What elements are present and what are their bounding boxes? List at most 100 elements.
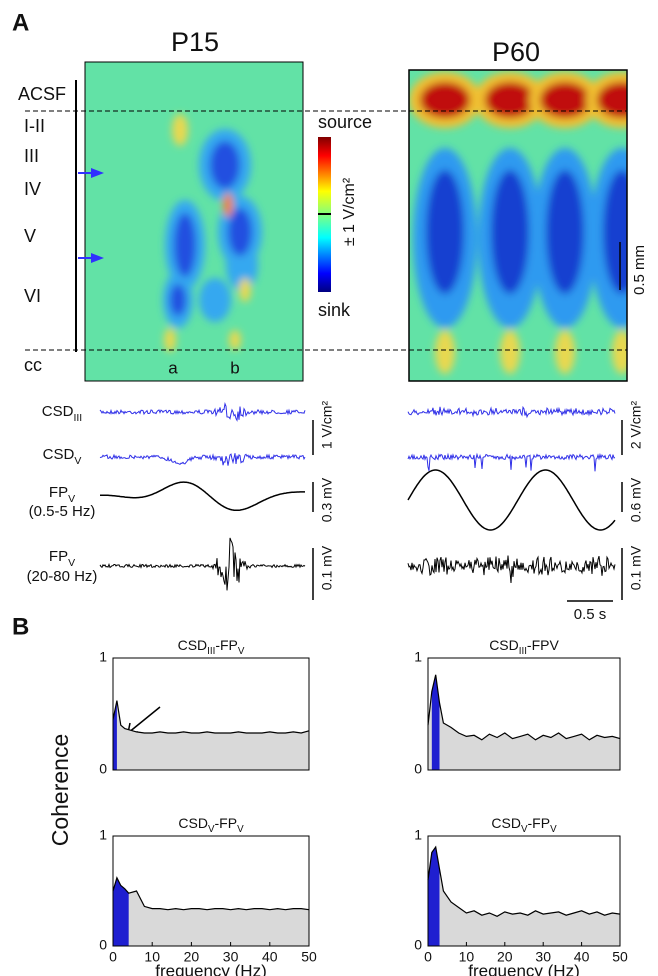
- trace: [100, 481, 305, 512]
- event-label: b: [230, 358, 239, 377]
- heatmap-blob: [597, 82, 627, 118]
- x-tick-label: 20: [184, 949, 200, 965]
- heatmap-blob: [170, 284, 186, 316]
- chart-title: CSDV-FPV: [491, 815, 557, 835]
- significant-band: [113, 700, 117, 770]
- heatmap-blob: [435, 330, 455, 374]
- area: [428, 847, 620, 946]
- label-part: CSD: [178, 815, 208, 831]
- heatmap-blob: [228, 208, 252, 256]
- area: [113, 877, 309, 946]
- heatmap-blob: [491, 170, 529, 294]
- colorbar-bottom: sink: [318, 300, 351, 320]
- heatmap-blob: [210, 141, 240, 189]
- coherence-line: [112, 700, 310, 734]
- y-tick-label: 1: [99, 649, 107, 665]
- subscript: V: [68, 493, 75, 505]
- y-tick-label: 0: [414, 937, 422, 953]
- coherence-line: [427, 674, 621, 741]
- colorbar-label: ± 1 V/cm²: [341, 177, 358, 246]
- heatmap-blob: [426, 170, 464, 294]
- heatmap-blob: [174, 213, 196, 277]
- y-tick-label: 1: [414, 827, 422, 843]
- panel-label: B: [12, 613, 29, 640]
- heatmap-blob: [555, 330, 575, 374]
- y-tick-label: 0: [99, 761, 107, 777]
- heatmap-blob: [500, 330, 520, 374]
- scale-label: 0.3 mV: [319, 477, 335, 522]
- layer-label: V: [24, 226, 36, 246]
- y-tick-label: 1: [99, 827, 107, 843]
- x-tick-label: 30: [223, 949, 239, 965]
- x-tick-label: 40: [262, 949, 278, 965]
- layer-label: cc: [24, 355, 42, 375]
- axes-frame: [112, 835, 310, 947]
- trace-band: (0.5-5 Hz): [29, 503, 96, 520]
- x-tick-label: 30: [535, 949, 551, 965]
- x-tick-label: 0: [109, 949, 117, 965]
- layer-label: ACSF: [18, 84, 66, 104]
- heatmap-blob: [420, 82, 470, 118]
- scale-label: 0.6 mV: [628, 477, 644, 522]
- x-tick-label: 20: [497, 949, 513, 965]
- trace: [99, 537, 306, 591]
- x-tick-label: 50: [612, 949, 628, 965]
- x-tick-label: 10: [459, 949, 475, 965]
- significant-band: [113, 877, 129, 946]
- y-tick-label: 1: [414, 649, 422, 665]
- trace: [407, 452, 616, 472]
- layer-label: VI: [24, 286, 41, 306]
- y-tick-label: 0: [99, 937, 107, 953]
- heatmap-frame: [408, 69, 628, 382]
- x-axis-label: frequency (Hz): [155, 961, 266, 976]
- layer-label: I-II: [24, 116, 45, 136]
- trace-label: CSDIII: [42, 403, 82, 424]
- heatmap-blob: [546, 170, 584, 294]
- coherence-line: [427, 845, 621, 917]
- scale-label: 0.5 s: [574, 606, 607, 623]
- layer-label: IV: [24, 179, 41, 199]
- label-part: FP: [49, 484, 68, 501]
- label-part: CSD: [178, 637, 208, 653]
- condition-title: P60: [492, 37, 540, 67]
- significant-band: [428, 847, 440, 946]
- trace-label: CSDV: [43, 446, 82, 467]
- area: [428, 674, 620, 770]
- annotation-arrow: [127, 706, 161, 734]
- subscript: V: [208, 824, 215, 835]
- axes-frame: [427, 835, 621, 947]
- scale-label: 0.1 mV: [628, 545, 644, 590]
- heatmap-blob: [603, 170, 627, 294]
- layer-label: III: [24, 146, 39, 166]
- subscript: V: [237, 824, 244, 835]
- axes-frame: [112, 657, 310, 771]
- x-tick-label: 0: [424, 949, 432, 965]
- subscript: III: [73, 412, 82, 424]
- trace: [407, 555, 616, 584]
- scale-label: 0.5 mm: [631, 245, 648, 295]
- subscript: V: [74, 455, 81, 467]
- label-part: -FP: [528, 815, 551, 831]
- subscript: III: [519, 646, 527, 657]
- y-tick-label: 0: [414, 761, 422, 777]
- arrow: [91, 253, 104, 263]
- heatmap-blob: [229, 330, 241, 350]
- colorbar-top: source: [318, 112, 372, 132]
- heatmap-blob: [540, 82, 590, 118]
- x-tick-label: 10: [144, 949, 160, 965]
- label-part: CSD: [491, 815, 521, 831]
- heatmap-blob: [223, 193, 233, 217]
- significant-band: [431, 674, 440, 770]
- panel-label: A: [12, 9, 29, 36]
- trace-label: FPV: [49, 548, 75, 569]
- subscript: V: [521, 824, 528, 835]
- heatmap-blob: [612, 330, 627, 374]
- scale-label: 2 V/cm²: [628, 401, 644, 450]
- heatmap-blob: [485, 82, 535, 118]
- trace: [407, 469, 616, 531]
- y-axis-label: Coherence: [47, 734, 73, 847]
- condition-title: P15: [171, 27, 219, 57]
- arrow: [91, 168, 104, 178]
- area: [113, 700, 309, 770]
- chart-title: CSDIII-FPV: [178, 637, 245, 657]
